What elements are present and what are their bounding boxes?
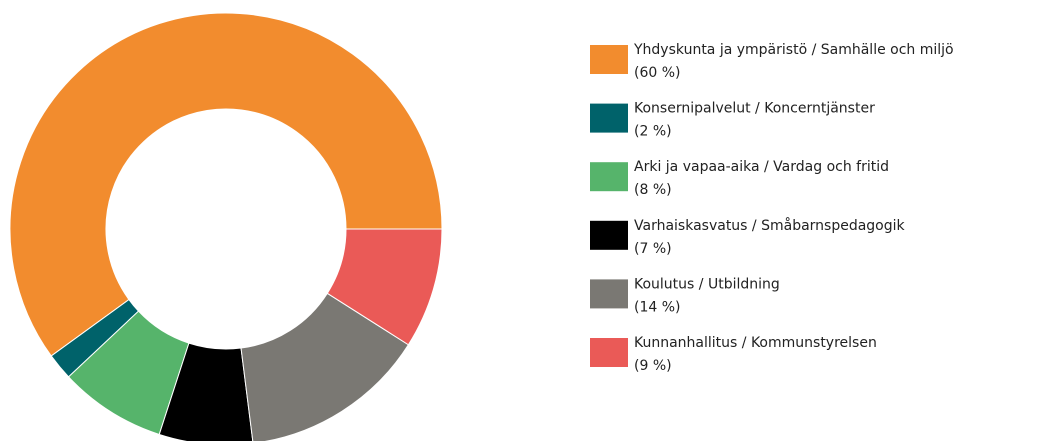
donut-slice — [158, 342, 254, 441]
donut-slice — [326, 228, 443, 346]
legend-label: Kunnanhallitus / Kommunstyrelsen — [634, 335, 877, 351]
legend-swatch — [590, 45, 628, 74]
legend-value: (9 %) — [634, 358, 672, 374]
legend-label: Yhdyskunta ja ympäristö / Samhälle och m… — [633, 42, 954, 58]
legend-value: (14 %) — [634, 299, 681, 315]
legend-label: Varhaiskasvatus / Småbarnspedagogik — [634, 217, 906, 234]
legend-swatch — [590, 338, 628, 367]
legend-swatch — [590, 220, 628, 250]
legend-swatch — [590, 279, 628, 309]
legend-label: Koulutus / Utbildning — [634, 276, 780, 292]
donut-slice — [9, 12, 443, 357]
legend-label: Arki ja vapaa-aika / Vardag och fritid — [634, 159, 889, 175]
legend-value: (7 %) — [634, 241, 672, 257]
legend-value: (8 %) — [634, 182, 672, 198]
legend-label: Konsernipalvelut / Koncerntjänster — [634, 101, 875, 117]
legend-swatch — [590, 103, 628, 133]
legend-swatch — [590, 162, 628, 192]
legend-value: (60 %) — [634, 65, 681, 81]
legend-value: (2 %) — [634, 124, 672, 140]
